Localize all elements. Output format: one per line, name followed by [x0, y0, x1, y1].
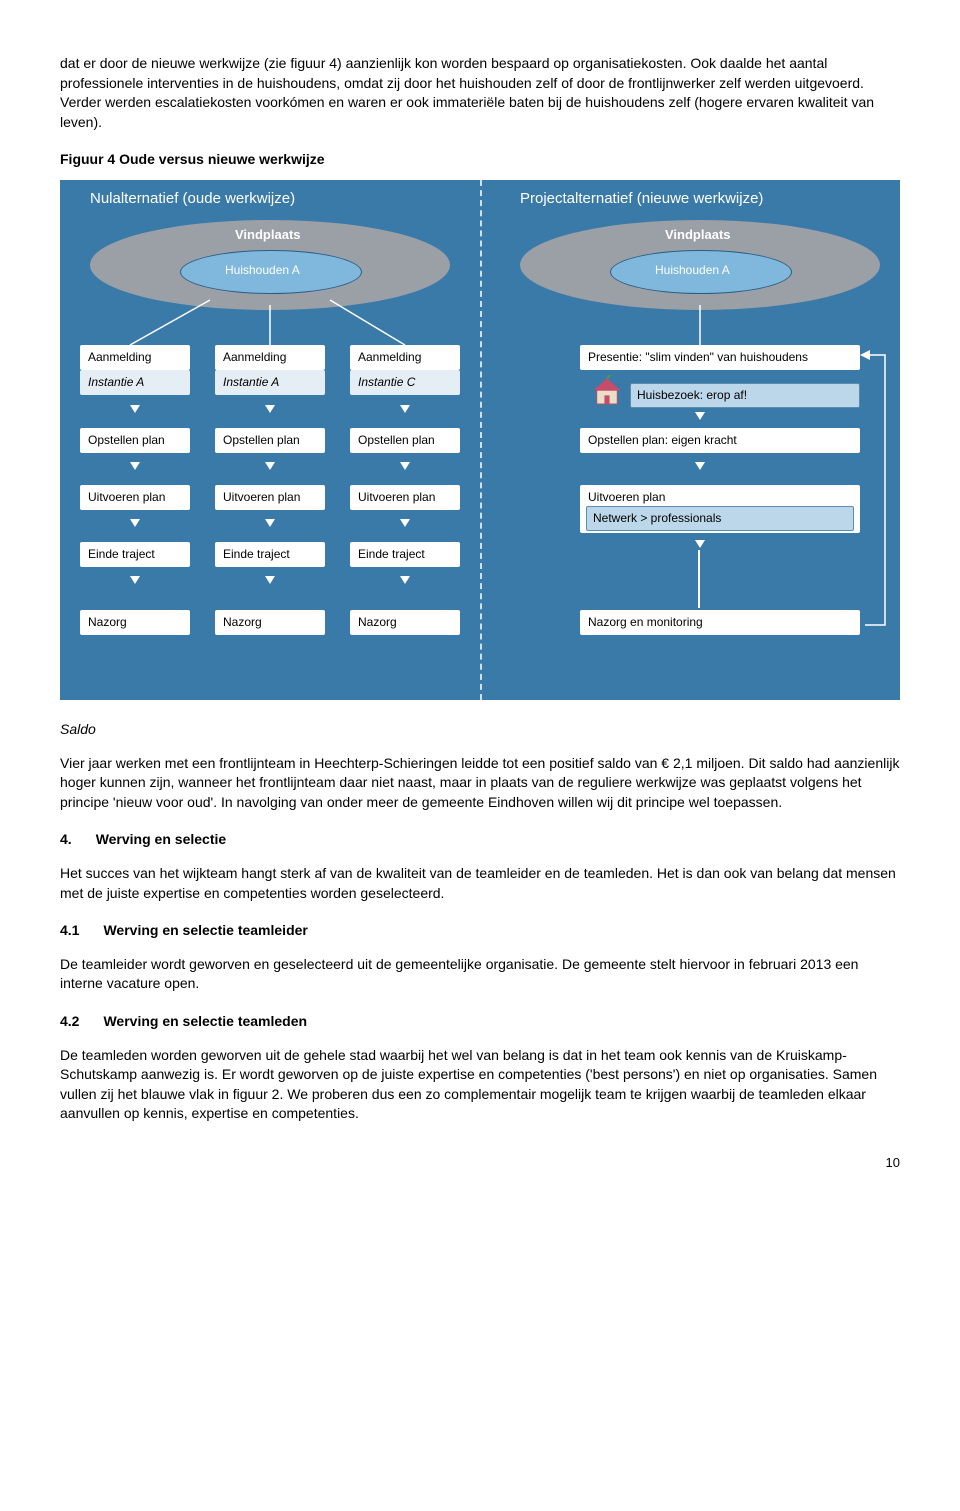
section-42-number: 4.2 [60, 1012, 79, 1032]
uitvoeren-right-label: Uitvoeren plan [588, 489, 852, 506]
section-4-title: Werving en selectie [96, 830, 226, 850]
section-4-text: Het succes van het wijkteam hangt sterk … [60, 864, 900, 903]
opstellen-box: Opstellen plan [350, 428, 460, 453]
arrow-icon [400, 519, 410, 527]
connector-line [698, 550, 700, 608]
arrow-icon [400, 462, 410, 470]
instantie-box: Instantie A [215, 370, 325, 395]
saldo-heading: Saldo [60, 720, 900, 740]
figure-4-diagram: Nulalternatief (oude werkwijze) Projecta… [60, 180, 900, 700]
arrow-icon [695, 462, 705, 470]
huisbezoek-box: Huisbezoek: erop af! [630, 383, 860, 408]
arrow-icon [695, 412, 705, 420]
arrow-icon [695, 540, 705, 548]
aanmelding-box: Aanmelding [80, 345, 190, 370]
saldo-paragraph: Vier jaar werken met een frontlijnteam i… [60, 754, 900, 813]
page-number: 10 [60, 1154, 900, 1172]
section-41-number: 4.1 [60, 921, 79, 941]
intro-paragraph: dat er door de nieuwe werkwijze (zie fig… [60, 54, 900, 132]
aanmelding-box: Aanmelding [350, 345, 460, 370]
opstellen-right-box: Opstellen plan: eigen kracht [580, 428, 860, 453]
uitvoeren-box: Uitvoeren plan [350, 485, 460, 510]
aanmelding-box: Aanmelding [215, 345, 325, 370]
nazorg-box: Nazorg [215, 610, 325, 635]
arrow-icon [265, 576, 275, 584]
uitvoeren-box: Uitvoeren plan [215, 485, 325, 510]
instantie-box: Instantie A [80, 370, 190, 395]
section-4-number: 4. [60, 830, 72, 850]
nazorg-box: Nazorg [80, 610, 190, 635]
house-icon [590, 375, 624, 409]
arrow-icon [400, 576, 410, 584]
einde-box: Einde traject [350, 542, 460, 567]
arrow-icon [130, 519, 140, 527]
arrow-icon [130, 576, 140, 584]
nazorg-box: Nazorg [350, 610, 460, 635]
section-41-title: Werving en selectie teamleider [103, 921, 307, 941]
opstellen-box: Opstellen plan [80, 428, 190, 453]
feedback-arrow [860, 340, 896, 640]
arrow-icon [265, 405, 275, 413]
arrow-icon [265, 519, 275, 527]
arrow-icon [400, 405, 410, 413]
arrow-icon [130, 462, 140, 470]
netwerk-box: Netwerk > professionals [586, 506, 854, 531]
opstellen-box: Opstellen plan [215, 428, 325, 453]
section-41-text: De teamleider wordt geworven en geselect… [60, 955, 900, 994]
einde-box: Einde traject [215, 542, 325, 567]
nazorg-right-box: Nazorg en monitoring [580, 610, 860, 635]
section-42-title: Werving en selectie teamleden [103, 1012, 307, 1032]
einde-box: Einde traject [80, 542, 190, 567]
arrow-icon [265, 462, 275, 470]
section-42-text: De teamleden worden geworven uit de gehe… [60, 1046, 900, 1124]
arrow-icon [130, 405, 140, 413]
figure-caption: Figuur 4 Oude versus nieuwe werkwijze [60, 150, 900, 170]
presentie-box: Presentie: "slim vinden" van huishoudens [580, 345, 860, 370]
uitvoeren-box: Uitvoeren plan [80, 485, 190, 510]
instantie-box: Instantie C [350, 370, 460, 395]
